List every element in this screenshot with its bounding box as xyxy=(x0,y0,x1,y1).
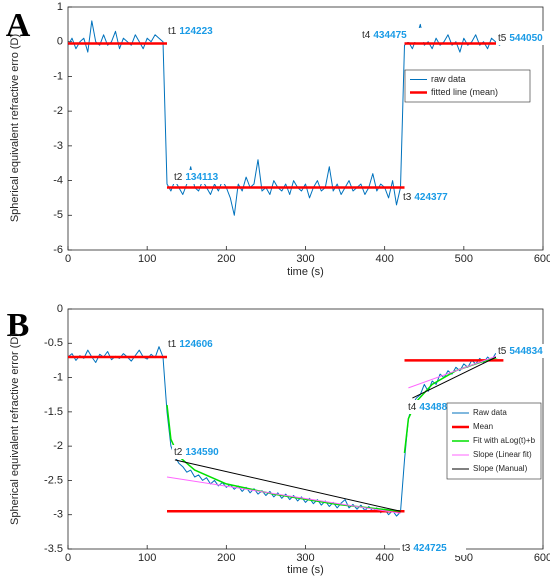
annotation: t3 424725 xyxy=(402,543,447,554)
x-tick-label: 0 xyxy=(65,253,71,265)
x-tick-label: 0 xyxy=(65,552,71,564)
data-line xyxy=(67,346,504,517)
annotation-label: t3 xyxy=(403,192,412,203)
annotation-label: t1 xyxy=(168,339,177,350)
annotation: t4 434475 xyxy=(362,30,407,41)
annotation-label: t5 xyxy=(498,33,507,44)
annotation: t5 544834 xyxy=(498,346,543,357)
x-tick-label: 100 xyxy=(138,552,156,564)
y-tick-label: -1 xyxy=(53,70,63,82)
annotation-value: 544834 xyxy=(509,346,543,357)
y-tick-label: 0 xyxy=(57,303,63,315)
annotation-value: 434886 xyxy=(419,402,453,413)
y-tick-label: -1 xyxy=(53,371,63,383)
annotation-box xyxy=(166,337,232,351)
annotation: t4 434886 xyxy=(408,402,453,413)
annotation-box xyxy=(496,344,550,358)
annotation: t3 424377 xyxy=(403,192,448,203)
y-axis-label: Spherical equivalent refractive erro (D) xyxy=(9,34,21,222)
panel-label: B xyxy=(7,307,30,344)
annotation-label: t1 xyxy=(168,26,177,37)
annotation: t5 544050 xyxy=(498,33,543,44)
y-tick-label: -2 xyxy=(53,440,63,452)
annotation-box xyxy=(360,28,426,42)
annotation-value: 434475 xyxy=(373,30,407,41)
annotation: t2 134590 xyxy=(174,447,219,458)
annotation-label: t2 xyxy=(174,172,183,183)
annotation-box xyxy=(496,31,550,45)
annotation-value: 134590 xyxy=(185,447,219,458)
annotation-box xyxy=(166,24,232,38)
x-axis-label: time (s) xyxy=(287,266,324,278)
annotation-box xyxy=(172,170,238,184)
x-tick-label: 500 xyxy=(455,253,473,265)
y-tick-label: -3 xyxy=(53,140,63,152)
legend-label: Mean xyxy=(473,422,493,431)
legend-label: fitted line (mean) xyxy=(431,87,498,97)
annotation: t2 134113 xyxy=(174,172,219,183)
y-tick-label: -0.5 xyxy=(44,337,63,349)
data-line xyxy=(166,353,504,514)
y-tick-label: -5 xyxy=(53,209,63,221)
x-tick-label: 200 xyxy=(217,552,235,564)
y-tick-label: -4 xyxy=(53,174,63,186)
annotation-label: t2 xyxy=(174,447,183,458)
data-line xyxy=(174,353,504,512)
annotation-value: 424725 xyxy=(413,543,447,554)
annotation: t1 124223 xyxy=(168,26,213,37)
y-tick-label: -3 xyxy=(53,509,63,521)
x-tick-label: 600 xyxy=(534,253,550,265)
annotation-label: t3 xyxy=(402,543,411,554)
annotation-box xyxy=(400,541,466,555)
legend-label: Slope (Linear fit) xyxy=(473,450,532,459)
x-axis-label: time (s) xyxy=(287,564,324,576)
y-axis-label: Spherical equivalent refractive error (D… xyxy=(9,333,21,525)
annotation-value: 124606 xyxy=(179,339,213,350)
legend-label: Slope (Manual) xyxy=(473,464,528,473)
legend-box xyxy=(404,69,531,103)
y-tick-label: 1 xyxy=(57,1,63,13)
y-tick-label: -1.5 xyxy=(44,406,63,418)
y-tick-label: -2.5 xyxy=(44,474,63,486)
legend-label: Fit with aLog(t)+b xyxy=(473,436,536,445)
x-tick-label: 200 xyxy=(217,253,235,265)
annotation-value: 424377 xyxy=(414,192,448,203)
y-tick-label: 0 xyxy=(57,36,63,48)
annotation: t1 124606 xyxy=(168,339,213,350)
annotation-box xyxy=(172,445,238,459)
x-tick-label: 300 xyxy=(296,253,314,265)
annotation-label: t4 xyxy=(408,402,417,413)
y-tick-label: -6 xyxy=(53,244,63,256)
x-tick-label: 600 xyxy=(534,552,550,564)
x-tick-label: 400 xyxy=(375,253,393,265)
annotation-label: t4 xyxy=(362,30,371,41)
plot-area xyxy=(67,6,544,251)
panel: A 0 100 200 300 400 500 600 -6 -5 -4 -3 -2 -1 0 1 time (… xyxy=(6,1,550,278)
panel: B0 100 200 300 400 500 600-3.5-3-2.5-2-1.5-1-0… xyxy=(7,303,550,576)
legend-label: Raw data xyxy=(473,408,507,417)
annotation-value: 544050 xyxy=(509,33,543,44)
y-tick-label: -2 xyxy=(53,105,63,117)
x-tick-label: 100 xyxy=(138,253,156,265)
y-tick-label: -3.5 xyxy=(44,543,63,555)
annotation-label: t5 xyxy=(498,346,507,357)
x-tick-label: 400 xyxy=(375,552,393,564)
panel-label: A xyxy=(6,7,31,44)
annotation-value: 134113 xyxy=(185,172,218,183)
annotation-box xyxy=(401,190,467,204)
data-line xyxy=(68,42,504,189)
x-tick-label: 300 xyxy=(296,552,314,564)
legend-label: raw data xyxy=(431,74,466,84)
annotation-value: 124223 xyxy=(179,26,213,37)
